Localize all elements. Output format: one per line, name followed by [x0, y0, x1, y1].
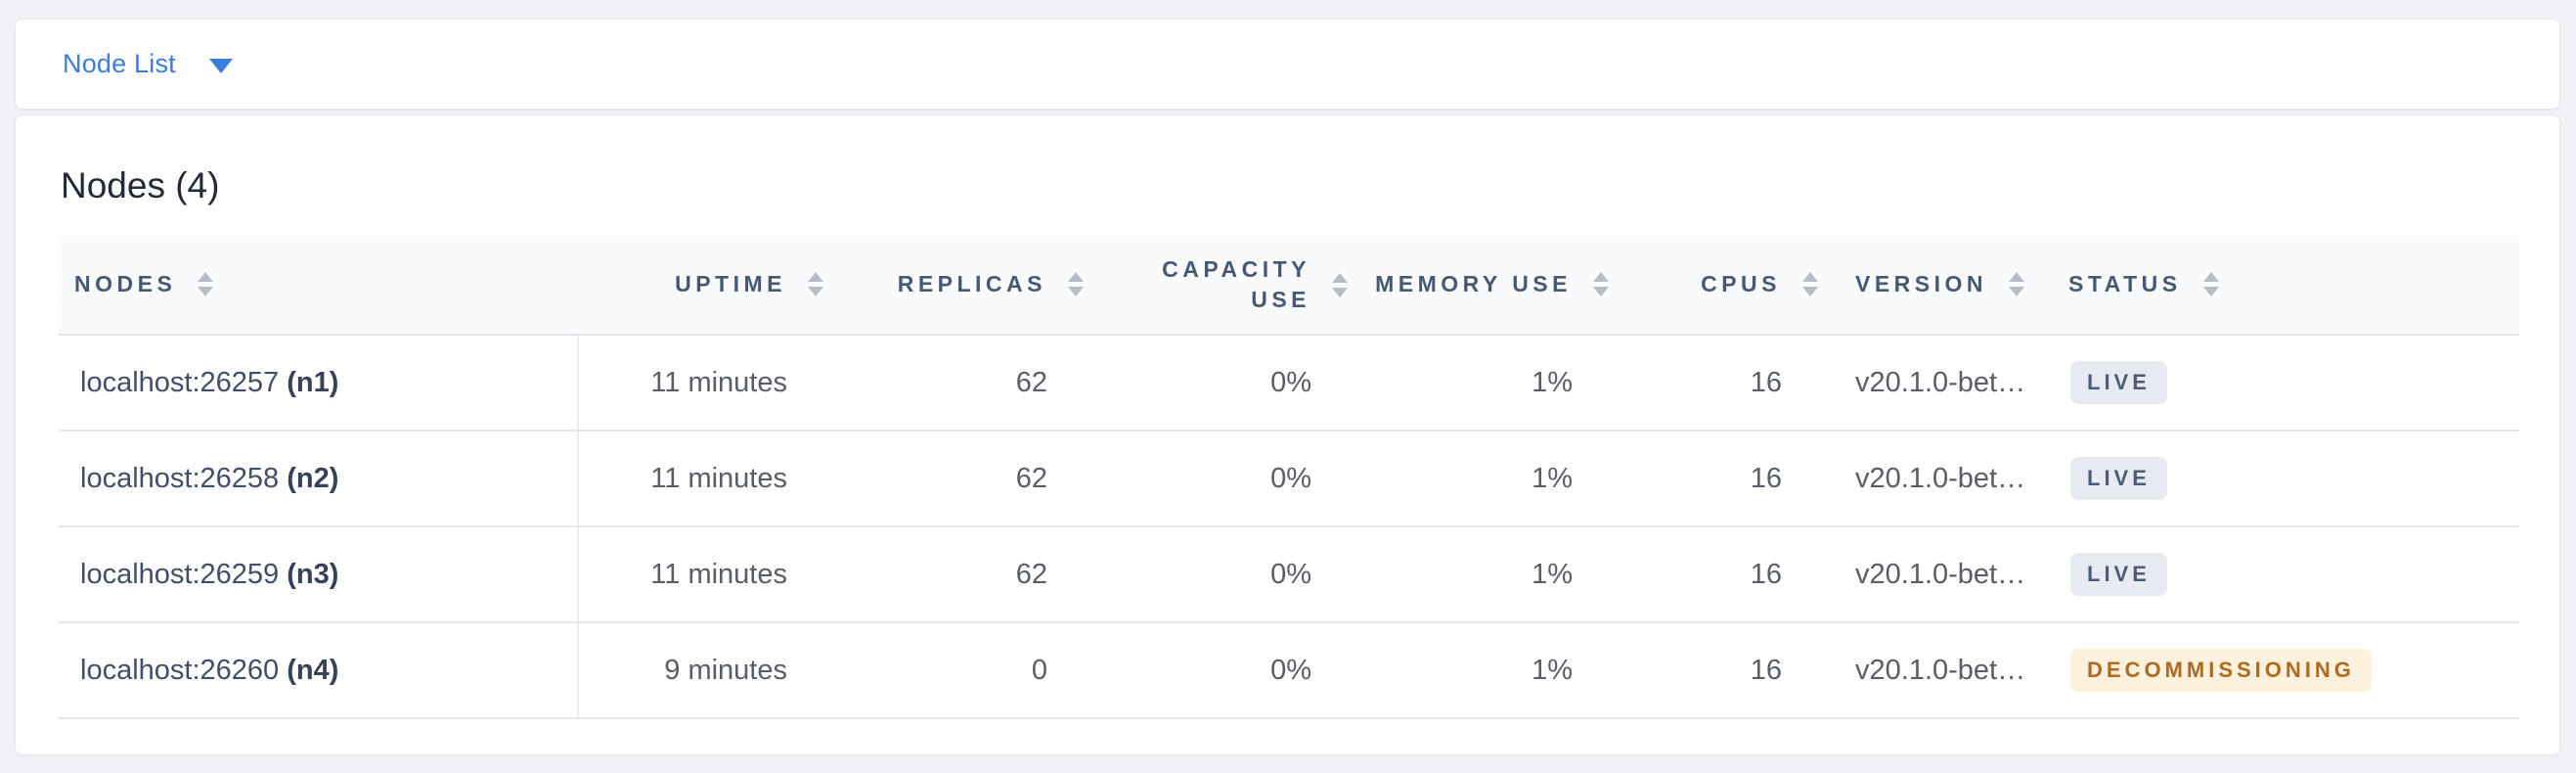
cpus-cell: 16 [1636, 622, 1845, 719]
uptime-cell: 11 minutes [578, 335, 851, 432]
column-label: CPUS [1701, 271, 1781, 297]
table-row: localhost:26258 (n2) 11 minutes 62 0% 1%… [59, 431, 2519, 527]
replicas-cell: 62 [851, 526, 1111, 623]
node-id: (n2) [287, 462, 339, 494]
node-address: localhost:26258 [80, 462, 280, 494]
cpus-cell: 16 [1636, 431, 1845, 527]
column-header-nodes[interactable]: NODES [59, 236, 578, 336]
capacity-use-cell: 0% [1111, 622, 1375, 719]
version-cell: v20.1.0-bet… [1845, 431, 2059, 527]
view-selector-bar: Node List [15, 19, 2560, 110]
replicas-cell: 62 [851, 431, 1111, 527]
view-selector-dropdown[interactable]: Node List [63, 49, 233, 79]
table-row: localhost:26259 (n3) 11 minutes 62 0% 1%… [59, 526, 2519, 623]
column-label: VERSION [1855, 271, 1988, 297]
capacity-use-cell: 0% [1111, 526, 1375, 623]
node-address-cell[interactable]: localhost:26258 (n2) [59, 431, 579, 527]
sort-icon [198, 272, 214, 297]
replicas-cell: 0 [851, 622, 1111, 719]
node-address-cell[interactable]: localhost:26260 (n4) [59, 622, 579, 719]
node-address-cell[interactable]: localhost:26259 (n3) [59, 526, 579, 623]
cpus-cell: 16 [1636, 526, 1845, 623]
column-header-status[interactable]: STATUS [2059, 236, 2519, 336]
version-cell: v20.1.0-bet… [1845, 622, 2059, 719]
sort-icon [2202, 272, 2219, 297]
capacity-use-cell: 0% [1111, 335, 1375, 432]
sort-icon [808, 272, 823, 297]
caret-down-icon [208, 59, 233, 73]
memory-use-cell: 1% [1375, 622, 1636, 719]
column-header-replicas[interactable]: REPLICAS [851, 236, 1111, 336]
sort-icon [1332, 272, 1348, 297]
status-badge: LIVE [2070, 361, 2167, 404]
sort-icon [1802, 272, 1818, 297]
node-id: (n4) [287, 654, 339, 686]
table-row: localhost:26260 (n4) 9 minutes 0 0% 1% 1… [59, 622, 2519, 719]
status-cell: LIVE [2059, 335, 2519, 432]
column-label: REPLICAS [897, 271, 1046, 297]
memory-use-cell: 1% [1375, 526, 1636, 623]
column-header-version[interactable]: VERSION [1845, 236, 2059, 336]
node-id: (n1) [287, 366, 339, 398]
status-badge: LIVE [2070, 553, 2167, 596]
version-cell: v20.1.0-bet… [1845, 526, 2059, 623]
status-badge: LIVE [2070, 457, 2167, 500]
column-label: MEMORY USE [1375, 271, 1572, 297]
nodes-card: Nodes (4) NODES UPTIME REPLICAS CAPACITY… [15, 114, 2560, 755]
column-header-capacity-use[interactable]: CAPACITY USE [1111, 236, 1375, 336]
page-title: Nodes (4) [61, 165, 220, 205]
status-badge: DECOMMISSIONING [2070, 649, 2372, 692]
memory-use-cell: 1% [1375, 335, 1636, 432]
status-cell: LIVE [2059, 526, 2519, 623]
column-label: UPTIME [675, 271, 786, 297]
node-address: localhost:26257 [80, 366, 280, 398]
table-header: NODES UPTIME REPLICAS CAPACITY USE MEMOR… [59, 236, 2519, 336]
view-selector-label: Node List [63, 49, 176, 78]
column-label: STATUS [2068, 271, 2182, 297]
column-header-uptime[interactable]: UPTIME [578, 236, 851, 336]
table-body: localhost:26257 (n1) 11 minutes 62 0% 1%… [59, 335, 2519, 719]
table-row: localhost:26257 (n1) 11 minutes 62 0% 1%… [59, 335, 2519, 432]
column-label: CAPACITY USE [1162, 255, 1310, 312]
column-header-memory-use[interactable]: MEMORY USE [1375, 236, 1636, 336]
column-header-cpus[interactable]: CPUS [1636, 236, 1845, 336]
uptime-cell: 11 minutes [578, 431, 851, 527]
uptime-cell: 11 minutes [578, 526, 851, 623]
sort-icon [1068, 272, 1084, 297]
nodes-table: NODES UPTIME REPLICAS CAPACITY USE MEMOR… [59, 236, 2519, 719]
node-address: localhost:26260 [80, 654, 280, 686]
header-row: NODES UPTIME REPLICAS CAPACITY USE MEMOR… [59, 236, 2519, 336]
node-address-cell[interactable]: localhost:26257 (n1) [59, 335, 579, 432]
cpus-cell: 16 [1636, 335, 1845, 432]
replicas-cell: 62 [851, 335, 1111, 432]
node-address: localhost:26259 [80, 558, 280, 590]
version-cell: v20.1.0-bet… [1845, 335, 2059, 432]
status-cell: DECOMMISSIONING [2059, 622, 2519, 719]
sort-icon [1593, 272, 1609, 297]
node-id: (n3) [287, 558, 339, 590]
capacity-use-cell: 0% [1111, 431, 1375, 527]
uptime-cell: 9 minutes [578, 622, 851, 719]
memory-use-cell: 1% [1375, 431, 1636, 527]
sort-icon [2009, 272, 2025, 297]
status-cell: LIVE [2059, 431, 2519, 527]
column-label: NODES [74, 271, 177, 297]
